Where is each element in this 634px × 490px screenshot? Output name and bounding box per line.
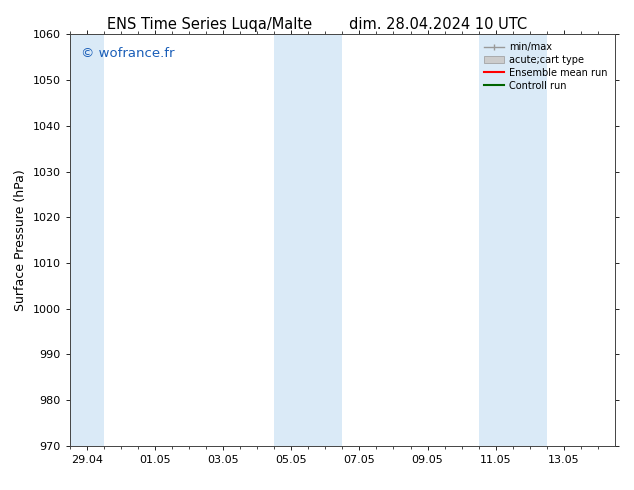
Text: ENS Time Series Luqa/Malte        dim. 28.04.2024 10 UTC: ENS Time Series Luqa/Malte dim. 28.04.20… [107,17,527,32]
Bar [70,34,104,446]
Bar [275,34,342,446]
Legend: min/max, acute;cart type, Ensemble mean run, Controll run: min/max, acute;cart type, Ensemble mean … [481,39,610,94]
Bar [479,34,547,446]
Text: © wofrance.fr: © wofrance.fr [81,47,174,60]
Y-axis label: Surface Pressure (hPa): Surface Pressure (hPa) [14,169,27,311]
